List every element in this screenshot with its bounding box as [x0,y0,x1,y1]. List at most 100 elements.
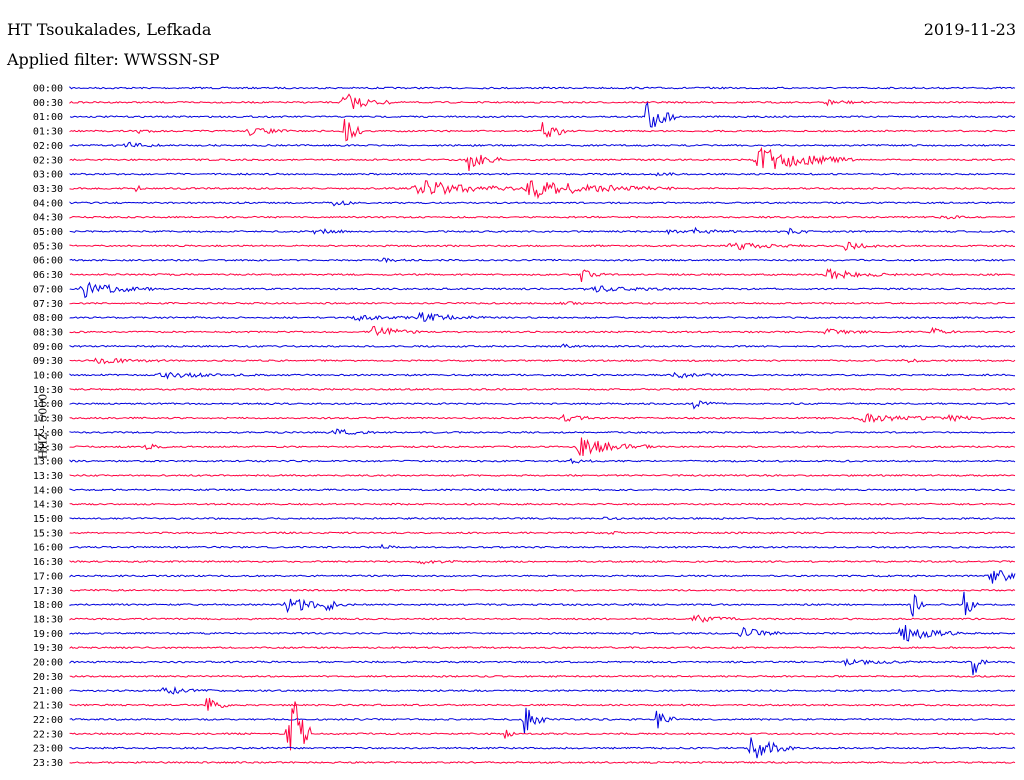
time-tick-label: 00:30 [33,98,63,109]
time-tick-label: 05:00 [33,227,63,238]
time-tick-label: 04:00 [33,198,63,209]
time-tick-label: 23:30 [33,758,63,769]
trace-row-1400 [69,488,1016,492]
time-tick-label: 14:30 [33,500,63,511]
trace-row-0130 [69,118,1016,142]
time-tick-label: 21:30 [33,701,63,712]
time-tick-label: 20:00 [33,658,63,669]
trace-row-0630 [69,267,1016,282]
trace-row-0600 [69,257,1016,264]
time-tick-label: 22:30 [33,729,63,740]
time-tick-label: 18:00 [33,600,63,611]
trace-row-1500 [69,516,1016,521]
trace-row-0830 [69,325,1016,337]
time-tick-label: 08:30 [33,327,63,338]
time-tick-label: 20:30 [33,672,63,683]
time-tick-label: 06:30 [33,270,63,281]
trace-row-0400 [69,200,1016,207]
trace-row-1900 [69,625,1016,642]
time-tick-label: 03:00 [33,170,63,181]
trace-row-1630 [69,559,1016,565]
time-tick-label: 22:00 [33,715,63,726]
time-tick-label: 14:00 [33,485,63,496]
trace-row-0300 [69,172,1016,177]
trace-row-0000 [69,85,1016,90]
trace-row-1730 [69,588,1016,592]
time-tick-label: 04:30 [33,213,63,224]
trace-row-1000 [69,371,1016,380]
time-tick-label: 02:00 [33,141,63,152]
trace-row-2300 [69,737,1016,759]
trace-row-1330 [69,474,1016,477]
time-tick-label: 17:00 [33,571,63,582]
trace-row-0500 [69,226,1016,236]
trace-row-1030 [69,387,1016,391]
time-tick-label: 11:00 [33,399,63,410]
time-tick-label: 19:00 [33,629,63,640]
trace-row-2100 [69,686,1016,695]
trace-row-1700 [69,570,1016,584]
trace-row-0730 [69,301,1016,306]
time-tick-label: 18:30 [33,614,63,625]
time-tick-label: 02:30 [33,155,63,166]
time-tick-label: 11:30 [33,414,63,425]
time-tick-label: 07:30 [33,299,63,310]
trace-row-0030 [69,93,1016,110]
trace-row-2030 [69,674,1016,678]
trace-row-1430 [69,502,1016,506]
trace-row-0200 [69,141,1016,148]
time-tick-label: 19:30 [33,643,63,654]
trace-row-0930 [69,357,1016,365]
trace-row-2000 [69,657,1016,676]
time-tick-label: 10:30 [33,385,63,396]
time-tick-label: 09:00 [33,342,63,353]
time-tick-label: 03:30 [33,184,63,195]
date-label: 2019-11-23 [923,20,1016,39]
trace-row-0330 [69,180,1016,200]
trace-row-1100 [69,400,1016,410]
time-tick-label: 21:00 [33,686,63,697]
trace-row-1300 [69,457,1016,465]
filter-label: Applied filter: WWSSN-SP [7,50,220,69]
time-tick-label: 15:30 [33,528,63,539]
time-tick-label: 23:00 [33,744,63,755]
time-tick-label: 16:30 [33,557,63,568]
trace-row-0100 [69,101,1016,128]
trace-row-2200 [69,707,1016,734]
trace-row-2330 [69,761,1016,764]
trace-row-0430 [69,215,1016,220]
trace-row-2230 [69,701,1016,751]
trace-row-0530 [69,241,1016,251]
time-tick-label: 06:00 [33,256,63,267]
trace-row-0900 [69,343,1016,348]
trace-row-0800 [69,311,1016,322]
time-tick-label: 09:30 [33,356,63,367]
trace-row-1930 [69,646,1016,650]
trace-row-0230 [69,146,1016,171]
trace-row-1230 [69,437,1016,457]
time-tick-label: 12:30 [33,442,63,453]
time-tick-label: 16:00 [33,543,63,554]
trace-row-1600 [69,543,1016,549]
trace-row-2130 [69,697,1015,711]
time-tick-label: 12:00 [33,428,63,439]
time-tick-label: 01:30 [33,127,63,138]
station-title: HT Tsoukalades, Lefkada [7,20,212,39]
trace-row-1200 [69,428,1016,435]
time-tick-label: 05:30 [33,241,63,252]
trace-row-1830 [69,614,1016,624]
time-tick-label: 17:30 [33,586,63,597]
trace-row-1800 [69,591,1016,617]
time-tick-label: 15:00 [33,514,63,525]
trace-row-1530 [69,530,1016,536]
trace-row-0700 [69,281,1016,299]
time-tick-label: 08:00 [33,313,63,324]
trace-row-1130 [69,412,1016,424]
time-tick-label: 00:00 [33,84,63,95]
time-tick-label: 10:00 [33,371,63,382]
time-tick-label: 07:00 [33,284,63,295]
time-tick-label: 01:00 [33,112,63,123]
time-tick-label: 13:00 [33,457,63,468]
time-tick-label: 13:30 [33,471,63,482]
